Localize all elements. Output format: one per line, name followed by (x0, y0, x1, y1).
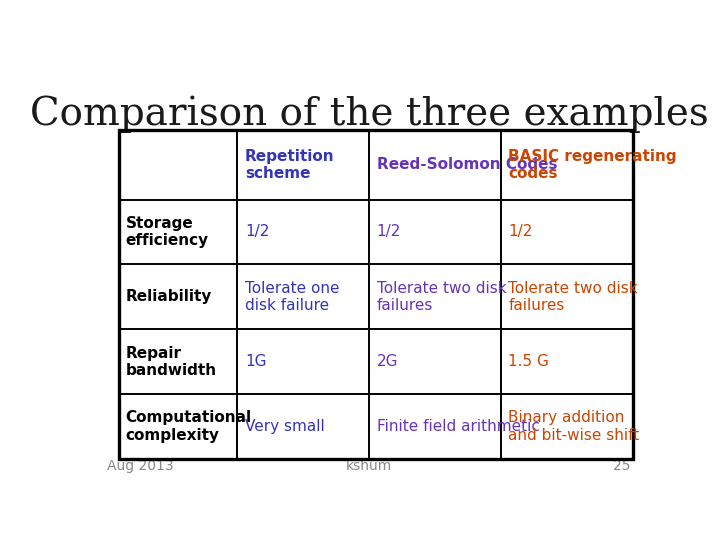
Bar (500, 265, 632, 329)
Text: Tolerate two disk
failures: Tolerate two disk failures (508, 281, 638, 313)
Bar (369, 329, 500, 394)
Bar (369, 200, 500, 265)
Text: 1G: 1G (245, 354, 266, 369)
Bar (369, 394, 500, 459)
Text: kshum: kshum (346, 459, 392, 473)
Bar (120, 130, 238, 200)
Bar (238, 329, 369, 394)
Text: 1/2: 1/2 (377, 225, 401, 239)
Bar (120, 394, 238, 459)
Text: 2G: 2G (377, 354, 398, 369)
Text: 1.5 G: 1.5 G (508, 354, 549, 369)
Text: Storage
efficiency: Storage efficiency (126, 216, 209, 248)
Text: Repair
bandwidth: Repair bandwidth (126, 346, 217, 378)
Text: 1/2: 1/2 (245, 225, 269, 239)
Bar (500, 200, 632, 265)
Bar (238, 265, 369, 329)
Bar (500, 394, 632, 459)
Bar (120, 200, 238, 265)
Text: Finite field arithmetic: Finite field arithmetic (377, 419, 539, 434)
Text: Reliability: Reliability (126, 289, 212, 305)
Bar (120, 265, 238, 329)
Bar (369, 130, 500, 200)
Text: BASIC regenerating
codes: BASIC regenerating codes (508, 148, 677, 181)
Bar (500, 329, 632, 394)
Text: Tolerate one
disk failure: Tolerate one disk failure (245, 281, 340, 313)
Text: Binary addition
and bit-wise shift: Binary addition and bit-wise shift (508, 410, 640, 443)
Bar (120, 130, 632, 459)
Bar (500, 130, 632, 200)
Text: Reed-Solomon Codes: Reed-Solomon Codes (377, 157, 557, 172)
Bar (120, 329, 238, 394)
Text: Very small: Very small (245, 419, 325, 434)
Bar (238, 130, 369, 200)
Bar (369, 265, 500, 329)
Text: 1/2: 1/2 (508, 225, 533, 239)
Text: Repetition
scheme: Repetition scheme (245, 148, 335, 181)
Bar (238, 200, 369, 265)
Text: Aug 2013: Aug 2013 (107, 459, 174, 473)
Bar (238, 394, 369, 459)
Text: Comparison of the three examples: Comparison of the three examples (30, 96, 708, 133)
Text: 25: 25 (613, 459, 631, 473)
Text: Tolerate two disk
failures: Tolerate two disk failures (377, 281, 506, 313)
Text: Computational
complexity: Computational complexity (126, 410, 252, 443)
